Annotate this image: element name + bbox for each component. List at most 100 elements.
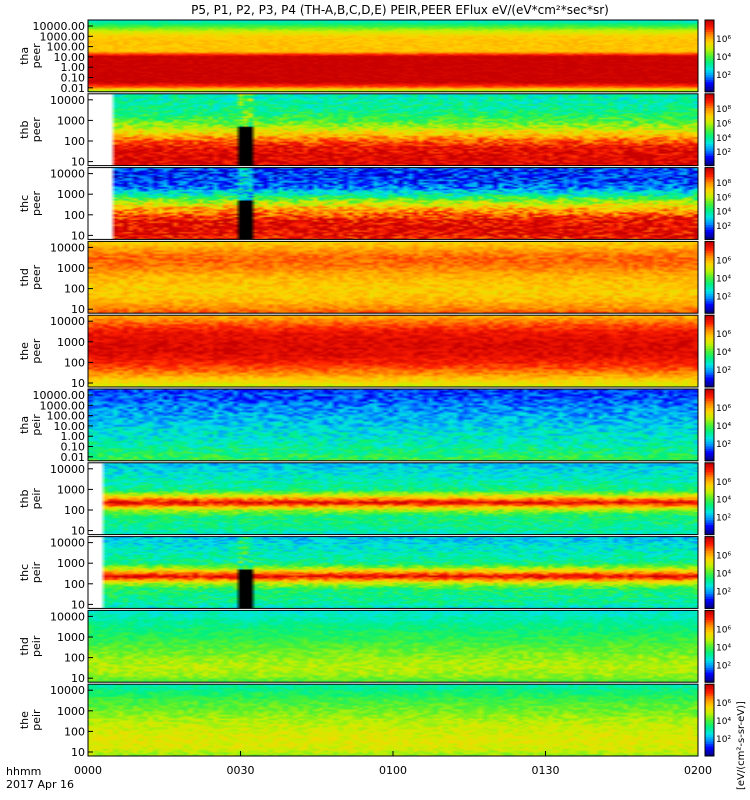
colorbar-tick-label: 10⁸	[716, 105, 731, 115]
colorbar-swatch	[705, 462, 714, 466]
colorbar-swatch	[705, 351, 714, 354]
colorbar-swatch	[705, 655, 714, 659]
colorbar: 10⁶ 10⁴ 10²	[704, 609, 731, 683]
x-tick-label: 0000	[74, 764, 102, 777]
colorbar-swatch	[705, 339, 714, 343]
colorbar-swatch	[705, 489, 714, 493]
colorbar-swatch	[705, 405, 714, 409]
colorbar-swatch	[705, 89, 714, 93]
colorbar-swatch	[705, 505, 714, 509]
colorbar-swatch	[705, 115, 714, 119]
panel-thc-peer: 10000 1000 100 10 thc peer 10⁸ 10⁶ 10⁴ 10²	[18, 167, 731, 242]
colorbar-swatch	[705, 100, 714, 104]
colorbar-swatch	[705, 144, 714, 147]
y-axis-label: peir	[30, 488, 43, 510]
colorbar-swatch	[705, 717, 714, 721]
colorbar-swatch	[705, 472, 714, 476]
colorbar-tick-label: 10⁶	[716, 35, 731, 45]
colorbar-swatch	[705, 132, 714, 135]
colorbar-swatch	[705, 429, 714, 433]
colorbar-swatch	[705, 672, 714, 676]
colorbar-swatch	[705, 746, 714, 750]
colorbar-swatch	[705, 410, 714, 414]
colorbar-swatch	[705, 181, 714, 185]
colorbar-swatch	[705, 550, 714, 554]
colorbar-swatch	[705, 70, 714, 74]
colorbar-swatch	[705, 379, 714, 383]
colorbar-swatch	[705, 739, 714, 743]
colorbar-swatch	[705, 427, 714, 431]
panel-thc-peir: 10000 1000 100 10 thc peir 10⁶ 10⁴ 10²	[18, 536, 731, 611]
y-tick-label: 1000	[57, 336, 85, 349]
colorbar-swatch	[705, 698, 714, 702]
colorbar-swatch	[705, 496, 714, 500]
colorbar-swatch	[705, 446, 714, 450]
y-tick-label: 1000	[57, 114, 85, 127]
colorbar-swatch	[705, 29, 714, 33]
colorbar-swatch	[705, 151, 714, 155]
colorbar-swatch	[705, 105, 714, 109]
colorbar-swatch	[705, 417, 714, 421]
colorbar-swatch	[705, 591, 714, 595]
y-tick-label: 100	[64, 283, 85, 296]
colorbar-swatch	[705, 79, 714, 83]
colorbar-swatch	[705, 141, 714, 145]
colorbar-swatch	[705, 177, 714, 181]
figure-title: P5, P1, P2, P3, P4 (TH-A,B,C,D,E) PEIR,P…	[191, 3, 609, 17]
colorbar-swatch	[705, 520, 714, 524]
x-axis-prefix-label: hhmm	[6, 765, 41, 778]
colorbar-tick-label: 10⁴	[716, 274, 731, 284]
y-tick-label: 10	[71, 303, 85, 316]
y-tick-label: 10000	[50, 241, 85, 254]
y-axis-label: peer	[30, 264, 43, 290]
colorbar-swatch	[705, 700, 714, 704]
colorbar-swatch	[705, 189, 714, 193]
colorbar-swatch	[705, 282, 714, 285]
colorbar-swatch	[705, 274, 714, 278]
colorbar-swatch	[705, 629, 714, 633]
colorbar-frame	[704, 19, 715, 93]
colorbar-swatch	[705, 572, 714, 576]
y-axis-label: the	[18, 711, 31, 729]
colorbar-swatch	[705, 486, 714, 490]
colorbar-swatch	[705, 319, 714, 323]
colorbar-swatch	[705, 382, 714, 386]
colorbar-swatch	[705, 522, 714, 526]
colorbar-tick-label: 10⁴	[716, 422, 731, 432]
colorbar-swatch	[705, 258, 714, 262]
colorbar-swatch	[705, 158, 714, 162]
colorbar-swatch	[705, 48, 714, 52]
colorbar-swatch	[705, 710, 714, 714]
colorbar-tick-label: 10²	[716, 148, 731, 158]
y-tick-label: 10.00	[54, 420, 86, 433]
colorbar-swatch	[705, 232, 714, 236]
colorbar-swatch	[705, 584, 714, 588]
y-tick-label: 10000	[50, 315, 85, 328]
colorbar-swatch	[705, 289, 714, 293]
colorbar-swatch	[705, 213, 714, 216]
colorbar-swatch	[705, 453, 714, 457]
colorbar-swatch	[705, 193, 714, 197]
colorbar-swatch	[705, 262, 714, 266]
colorbar-swatch	[705, 646, 714, 650]
colorbar-swatch	[705, 108, 714, 112]
colorbar-swatch	[705, 481, 714, 485]
panel-frame	[87, 240, 699, 314]
colorbar-swatch	[705, 222, 714, 226]
colorbar-swatch	[705, 434, 714, 438]
y-axis-label: peir	[30, 635, 43, 657]
y-tick-label: 1000	[57, 557, 85, 570]
colorbar-swatch	[705, 51, 714, 55]
colorbar-swatch	[705, 670, 714, 674]
colorbar-swatch	[705, 310, 714, 314]
y-tick-label: 0.10	[61, 72, 86, 85]
colorbar-swatch	[705, 260, 714, 264]
colorbar-swatch	[705, 96, 714, 100]
colorbar-swatch	[705, 303, 714, 307]
colorbar-swatch	[705, 296, 714, 300]
colorbar-tick-label: 10²	[716, 292, 731, 302]
colorbar-swatch	[705, 172, 714, 176]
spectrogram-image	[88, 20, 698, 92]
colorbar-swatch	[705, 493, 714, 497]
colorbar-swatch	[705, 220, 714, 224]
